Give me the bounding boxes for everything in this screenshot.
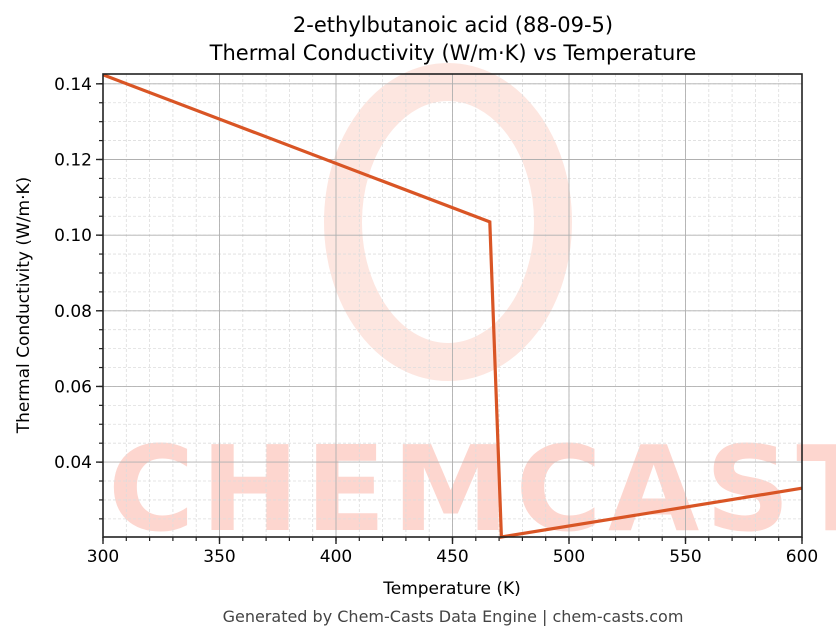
- x-tick-label: 450: [436, 547, 468, 567]
- x-tick-label: 300: [87, 547, 119, 567]
- y-tick-label: 0.14: [54, 75, 92, 95]
- chart-title-line1: 2-ethylbutanoic acid (88-09-5): [292, 13, 614, 37]
- y-tick-label: 0.08: [54, 302, 92, 322]
- x-tick-label: 400: [320, 547, 352, 567]
- thermal-conductivity-line: [102, 73, 803, 539]
- chart-title-line2: Thermal Conductivity (W/m·K) vs Temperat…: [209, 41, 697, 65]
- y-axis: 0.04 0.06 0.08 0.10 0.12 0.14: [54, 75, 103, 520]
- x-tick-label: 600: [786, 547, 818, 567]
- x-axis-label: Temperature (K): [382, 579, 521, 599]
- watermark: CHEMCASTS: [108, 63, 836, 558]
- y-axis-label: Thermal Conductivity (W/m·K): [14, 177, 34, 435]
- x-tick-label: 550: [669, 547, 701, 567]
- x-tick-label: 350: [203, 547, 235, 567]
- y-tick-label: 0.12: [54, 150, 92, 170]
- y-tick-label: 0.06: [54, 377, 92, 397]
- y-tick-label: 0.10: [54, 226, 92, 246]
- x-axis: 300 350 400 450 500 550 600: [87, 537, 818, 567]
- footer-credit: Generated by Chem-Casts Data Engine | ch…: [222, 607, 684, 626]
- y-tick-label: 0.04: [54, 453, 92, 473]
- x-tick-label: 500: [553, 547, 585, 567]
